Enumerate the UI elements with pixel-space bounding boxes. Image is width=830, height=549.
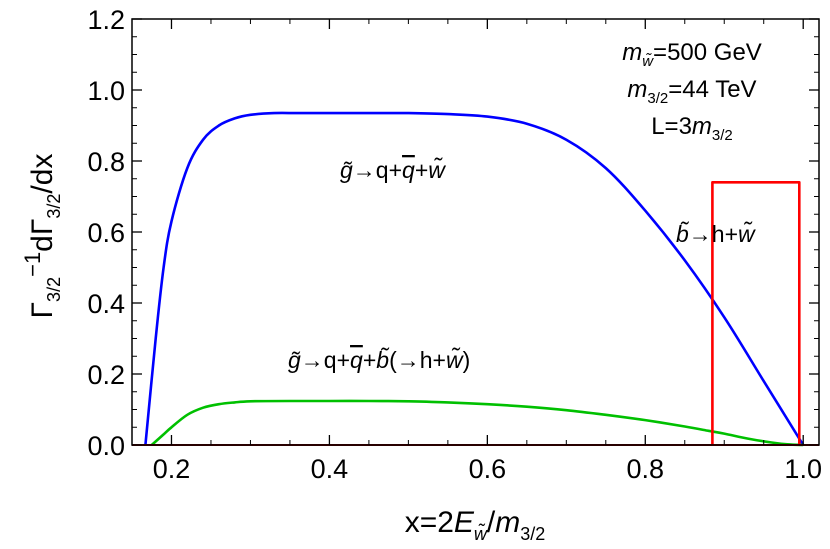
annotation-bino-decay: b̃→h+w̃: [676, 221, 756, 247]
y-tick-label: 0.6: [87, 218, 125, 248]
y-tick-label: 0.4: [87, 289, 125, 319]
param-gravitino-mass: m3/2=44 TeV: [627, 76, 756, 107]
series-gluino-wino-curve: [144, 111, 805, 446]
x-tick-label: 1.0: [784, 454, 822, 484]
series-gluino-bino-curve: [150, 399, 804, 447]
annotation-gluino-decay: g̃→q+q+w̃: [340, 157, 446, 183]
x-tick-label: 0.4: [311, 454, 349, 484]
y-tick-label: 0.2: [87, 360, 125, 390]
series-bino-box: [711, 181, 801, 445]
param-wino-mass: mw̃=500 GeV: [622, 39, 762, 70]
y-tick-label: 1.2: [87, 5, 125, 35]
tick-layer: 0.2 0.4 0.6 0.8 1.0 0.0 0.2 0.4 0.6 0.8 1.0 1.2: [87, 5, 822, 484]
param-l: L=3m3/2: [651, 113, 733, 144]
x-tick-label: 0.6: [469, 454, 507, 484]
y-tick-label: 1.0: [87, 76, 125, 106]
annotation-gluino-bino-decay: g̃→q+q+b̃(→h+w̃): [288, 347, 470, 373]
y-tick-label: 0.8: [87, 147, 125, 177]
x-tick-label: 0.2: [153, 454, 191, 484]
x-axis-label: x=2Ew̃/m3/2: [405, 506, 546, 544]
y-axis-label: Γ3/2−1dΓ3/2/dx: [20, 154, 64, 319]
y-tick-label: 0.0: [87, 431, 125, 461]
x-tick-label: 0.8: [627, 454, 665, 484]
